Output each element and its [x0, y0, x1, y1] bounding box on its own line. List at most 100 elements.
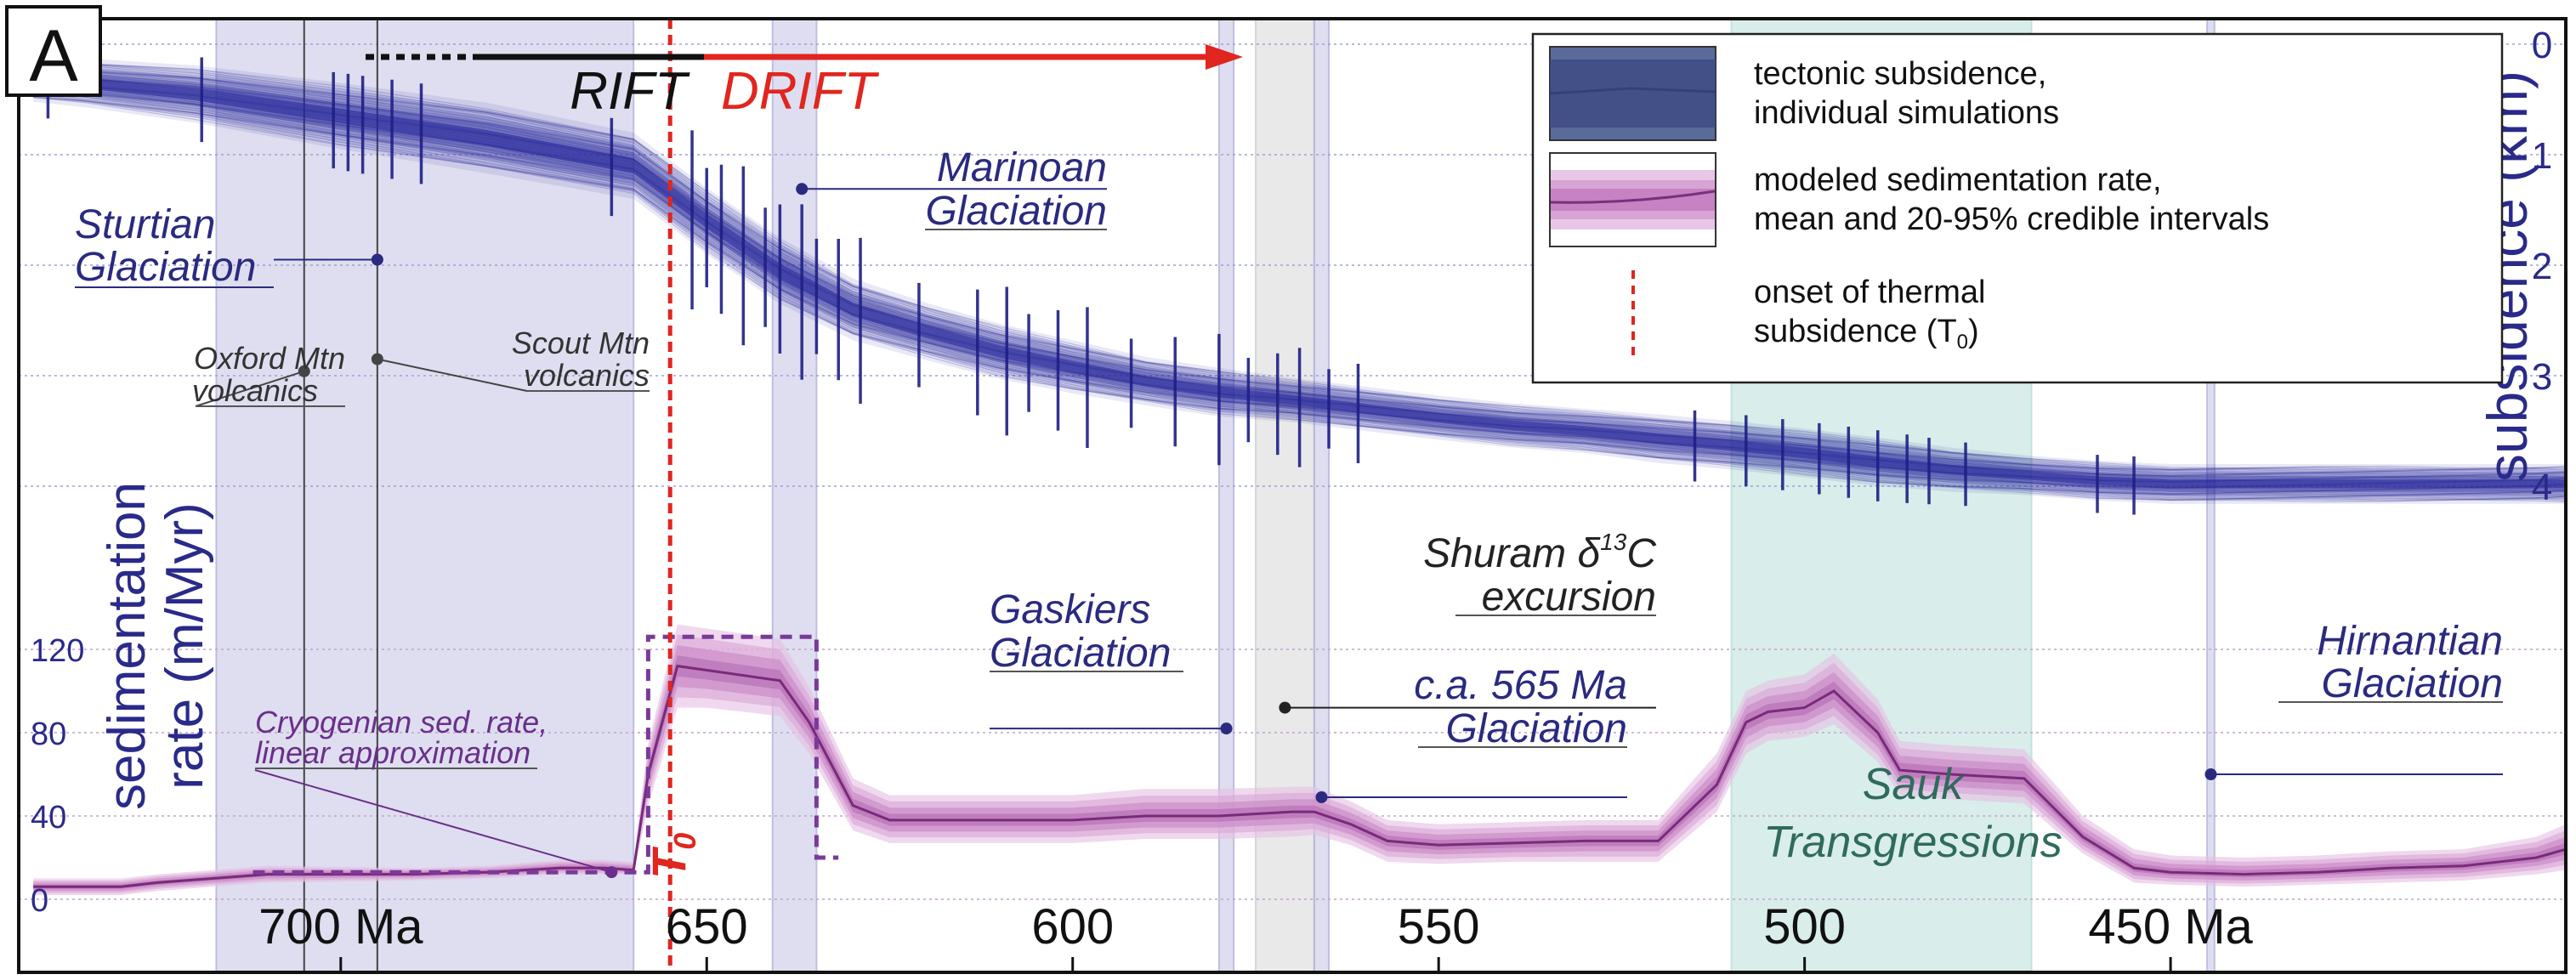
tectonic-envelope-2: [33, 62, 2566, 496]
tectonic-strand: [33, 93, 2566, 499]
legend-onset-line2: subsidence (T0): [1754, 314, 1979, 354]
ca565-dot: [1315, 790, 1328, 803]
rift-drift-indicator: RIFT DRIFT: [366, 44, 1243, 121]
tectonic-strand: [33, 88, 2566, 495]
drift-arrow-head: [1206, 44, 1243, 70]
band-glaciation-0: [215, 19, 635, 972]
right-tick-label-4: 4: [2532, 467, 2552, 508]
drift-label: DRIFT: [721, 62, 880, 121]
right-tick-label-1: 1: [2532, 135, 2552, 177]
tectonic-strand: [33, 83, 2566, 492]
oxford-label-line2: volcanics: [192, 373, 318, 408]
tectonic-strand: [33, 59, 2566, 471]
legend-swatch-tectonic: [1549, 46, 1716, 141]
band-glaciation-1: [771, 19, 818, 972]
tectonic-strand: [33, 61, 2566, 474]
ca565-label-line2: Glaciation: [1446, 706, 1627, 751]
tectonic-strand: [33, 66, 2566, 477]
tectonic-strand: [33, 74, 2566, 484]
tectonic-strand: [33, 59, 2566, 473]
tectonic-strand: [33, 95, 2566, 501]
tectonic-strand: [33, 82, 2566, 490]
band-glaciation-4: [1313, 19, 1331, 972]
tectonic-strand: [33, 67, 2566, 479]
x-tick-label-1: 650: [666, 899, 748, 955]
tectonic-strand: [33, 72, 2566, 482]
sauk-label-line2: Transgressions: [1763, 818, 2063, 867]
annotation-leaders: [195, 183, 2503, 879]
tectonic-strand: [33, 76, 2566, 486]
right-tick-label-2: 2: [2532, 246, 2552, 287]
x-tick-label-2: 600: [1031, 899, 1114, 955]
plot-frame: [17, 17, 2567, 974]
tectonic-strand: [33, 71, 2566, 481]
marinoan-label-line1: Marinoan: [937, 145, 1107, 190]
scout-dot: [371, 353, 383, 365]
marinoan-label-line2: Glaciation: [926, 189, 1107, 234]
tectonic-strand: [33, 63, 2566, 475]
marinoan-dot: [796, 183, 809, 195]
legend-tectonic-line1: tectonic subsidence,: [1754, 56, 2046, 92]
cryo-label-line1: Cryogenian sed. rate,: [255, 705, 548, 739]
tectonic-strand: [33, 89, 2566, 496]
x-tick-label-0: 700 Ma: [258, 899, 423, 955]
x-tick-label-3: 550: [1398, 899, 1480, 955]
sed-rate-mean-line: [33, 664, 2566, 888]
left-axis-ticks: 0 40 80 120: [31, 633, 84, 919]
x-tick-label-4: 500: [1763, 899, 1846, 955]
tectonic-strand: [33, 88, 2566, 494]
ca565-label-line1: c.a. 565 Ma: [1414, 663, 1627, 708]
tectonic-envelope-1: [33, 58, 2566, 501]
hirnantian-label-line2: Glaciation: [2322, 661, 2503, 706]
scout-label-line2: volcanics: [524, 358, 650, 393]
right-tick-label-0: 0: [2532, 25, 2552, 66]
tectonic-strand: [33, 78, 2566, 487]
legend-tectonic-line2: individual simulations: [1754, 95, 2059, 131]
legend-swatch-sed-rate: [1549, 152, 1716, 247]
shuram-dot: [1279, 701, 1291, 714]
oxford-leader: [195, 370, 305, 407]
tectonic-strand: [33, 96, 2566, 501]
legend-sed-line1: modeled sedimentation rate,: [1754, 162, 2162, 198]
tectonic-strand: [33, 59, 2566, 472]
panel-label-box: [5, 5, 102, 97]
sturtian-label-line2: Glaciation: [75, 245, 256, 290]
tectonic-strand: [33, 80, 2566, 488]
sturtian-label-line1: Sturtian: [75, 202, 215, 247]
right-tick-label-3: 3: [2532, 356, 2552, 398]
legend-sed-line2: mean and 20-95% credible intervals: [1754, 201, 2269, 237]
tectonic-strand: [33, 56, 2566, 469]
tectonic-strand: [33, 69, 2566, 480]
band-glaciation-2: [1217, 19, 1235, 972]
scout-label-line1: Scout Mtn: [512, 326, 650, 360]
x-tick-label-5: 450 Ma: [2088, 899, 2253, 955]
gaskiers-dot: [1220, 722, 1233, 735]
panel-label: A: [29, 15, 78, 97]
gaskiers-label-line1: Gaskiers: [990, 587, 1150, 632]
tectonic-strand: [33, 86, 2566, 493]
tectonic-strand: [33, 74, 2566, 484]
left-axis-label-line1: sedimentation: [98, 482, 156, 810]
left-tick-label-3: 120: [31, 633, 84, 669]
cryo-label-line2: linear approximation: [255, 735, 531, 770]
tectonic-strand: [33, 82, 2566, 490]
legend-onset-line1: onset of thermal: [1754, 275, 1985, 310]
sed-rate-band-3: [33, 655, 2566, 889]
rift-label: RIFT: [570, 62, 690, 121]
cryo-dot: [605, 866, 618, 879]
tectonic-strand: [33, 91, 2566, 499]
t0-label: T0: [642, 833, 702, 879]
tectonic-strand: [33, 75, 2566, 485]
oxford-label-line1: Oxford Mtn: [194, 341, 345, 376]
tectonic-subsidence-series: [33, 47, 2566, 515]
oxford-dot: [298, 365, 310, 377]
x-axis-ticks: 700 Ma 650 600 550 500 450 Ma: [258, 899, 2254, 972]
cryogenian-dashed-line: [252, 634, 839, 875]
tectonic-strand: [33, 89, 2566, 497]
tectonic-strand: [33, 58, 2566, 470]
tectonic-strand: [33, 67, 2566, 478]
tectonic-strand: [33, 59, 2566, 473]
hirnantian-label-line1: Hirnantian: [2317, 619, 2503, 664]
tectonic-strand: [33, 82, 2566, 491]
